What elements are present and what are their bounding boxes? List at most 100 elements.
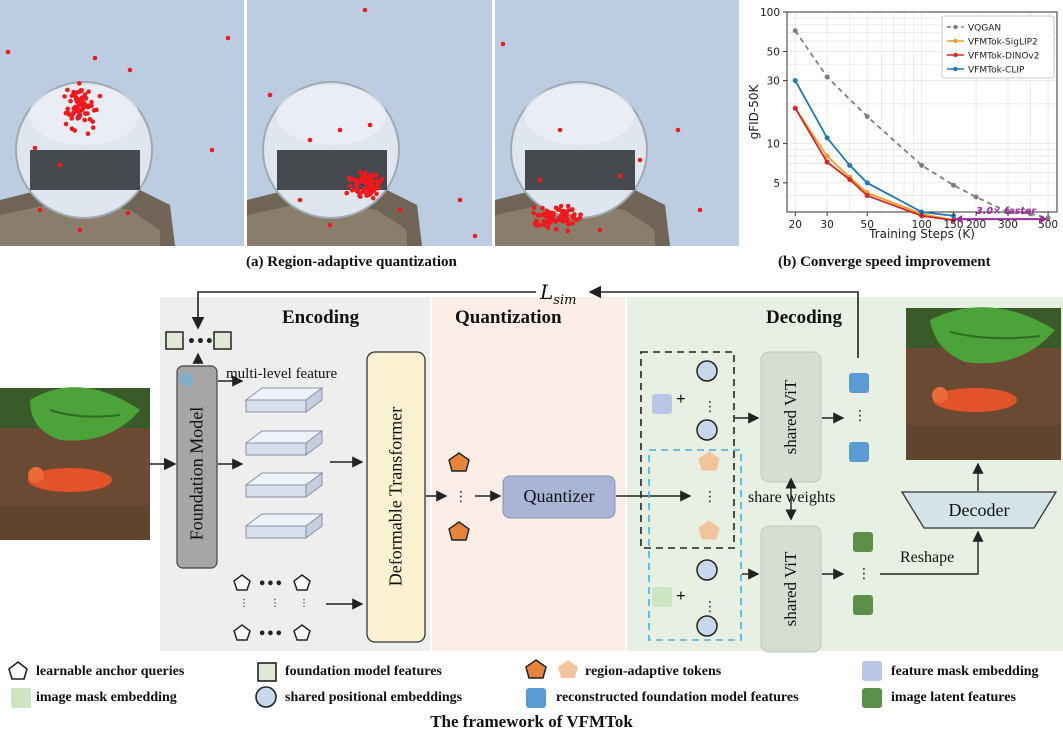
- svg-text:⋮: ⋮: [454, 489, 468, 505]
- sampling-point: [366, 189, 371, 195]
- sampling-point: [63, 110, 69, 116]
- foundation-feature-ellipsis: •••: [187, 334, 214, 350]
- foundation-model-box: [176, 365, 218, 569]
- sampling-point: [209, 147, 215, 153]
- sampling-point: [374, 191, 379, 197]
- square-outline-icon: [257, 662, 277, 682]
- snowflake-icon: ❄: [178, 368, 195, 392]
- sampling-point: [541, 219, 546, 224]
- foundation-feature-square-2: [213, 331, 232, 350]
- region-token-top: [448, 452, 470, 472]
- lsim-line-left: [191, 291, 536, 330]
- chart-series-line: [794, 107, 954, 222]
- decoder-box: [900, 491, 1058, 529]
- sampling-point: [267, 92, 273, 98]
- sampling-point: [566, 221, 571, 227]
- sampling-point: [376, 181, 381, 186]
- chart-ticks-group: 20 30 50 100 150 200 300 500 5 10 30 50 100: [760, 7, 1058, 231]
- sampling-point: [82, 117, 88, 123]
- shared-vit-bottom-label: shared ViT: [781, 551, 800, 627]
- chart-series-line: [794, 107, 954, 222]
- sampling-point: [5, 49, 11, 55]
- sampling-point: [561, 208, 567, 214]
- legend-feature-mask: feature mask embedding: [891, 664, 1039, 679]
- chart-series-group: [792, 28, 1051, 223]
- plus-bottom: +: [676, 586, 686, 605]
- chart-x-tick-label: 150: [944, 219, 964, 231]
- chart-annotation-arrowhead: [1040, 215, 1048, 224]
- shared-vit-bottom-box: [760, 525, 822, 653]
- sampling-point: [92, 55, 98, 61]
- chart-y-tick-label: 10: [767, 138, 780, 150]
- sampling-point: [569, 207, 575, 213]
- multi-level-feature-label: multi-level feature: [226, 366, 338, 382]
- sampling-point: [297, 197, 303, 203]
- sampling-point: [543, 213, 549, 219]
- sampling-point: [349, 187, 355, 193]
- latent-square-1: [853, 532, 873, 552]
- deformable-transformer-label: Deformable Transformer: [385, 406, 406, 587]
- reconstructed-legend-icon: [526, 688, 546, 708]
- chart-data-point: [792, 78, 798, 84]
- quantization-image-1: [0, 0, 244, 246]
- chart-series-line: [794, 30, 1049, 219]
- legend-image-mask: image mask embedding: [36, 690, 177, 705]
- sampling-point: [565, 203, 571, 209]
- sampling-point: [537, 177, 543, 183]
- sampling-point: [379, 176, 385, 182]
- legend-reconstructed: reconstructed foundation model features: [556, 690, 799, 705]
- chart-series-line: [794, 80, 954, 217]
- sampling-point: [357, 190, 363, 196]
- chart-data-point: [792, 28, 798, 34]
- svg-text:⋮: ⋮: [270, 598, 280, 609]
- chart-data-point: [847, 162, 853, 168]
- sampling-point: [85, 111, 90, 116]
- sampling-point: [89, 103, 94, 109]
- chart-x-tick-label: 100: [912, 219, 932, 231]
- sampling-point: [65, 87, 70, 93]
- sampling-point: [354, 181, 359, 187]
- sampling-point: [65, 106, 71, 112]
- sampling-point: [85, 131, 91, 137]
- reconstructed-square-1: [849, 373, 869, 393]
- sampling-point: [344, 190, 349, 196]
- sampling-point: [73, 96, 79, 102]
- chart-data-point: [824, 159, 830, 165]
- latent-legend-icon: [862, 688, 882, 708]
- sampling-point: [346, 175, 352, 181]
- chart-data-point: [847, 177, 853, 183]
- sampling-point: [544, 208, 550, 214]
- lsim-label: Lsim: [540, 280, 577, 308]
- sampling-point: [363, 170, 368, 176]
- sampling-point: [354, 187, 360, 193]
- chart-data-point: [864, 180, 870, 186]
- feature-token-group: [640, 351, 735, 549]
- sampling-point: [125, 210, 131, 216]
- svg-text:⋮: ⋮: [703, 599, 717, 615]
- legend-icons: [8, 659, 882, 708]
- sampling-point: [578, 212, 583, 217]
- sampling-point: [97, 93, 103, 99]
- image-token-group: [648, 449, 742, 641]
- sampling-point: [225, 35, 231, 41]
- sampling-point: [566, 208, 571, 213]
- chart-y-tick-label: 5: [773, 178, 780, 190]
- sampling-point: [362, 7, 368, 13]
- chart-data-point: [864, 114, 870, 120]
- chart-data-point: [792, 105, 798, 111]
- chart-y-axis-label: gFID-50K: [747, 83, 761, 139]
- output-newt-photo: [906, 307, 1061, 460]
- reconstructed-square-2: [849, 442, 869, 462]
- region-token-bottom: [448, 521, 470, 541]
- chart-legend: VQGAN VFMTok-SigLIP2 VFMTok-DINOv2 VFMTok-C…: [941, 15, 1055, 79]
- image-mask-legend-icon: [11, 688, 31, 708]
- sampling-point: [57, 162, 63, 168]
- sampling-point: [531, 210, 537, 216]
- feature-mask-legend-icon: [862, 661, 882, 681]
- chart-legend-box: [941, 15, 1055, 79]
- sampling-point: [367, 122, 373, 128]
- sampling-point: [397, 207, 403, 213]
- sampling-point: [307, 137, 313, 143]
- input-newt-photo: [0, 387, 150, 540]
- sampling-point: [76, 81, 82, 86]
